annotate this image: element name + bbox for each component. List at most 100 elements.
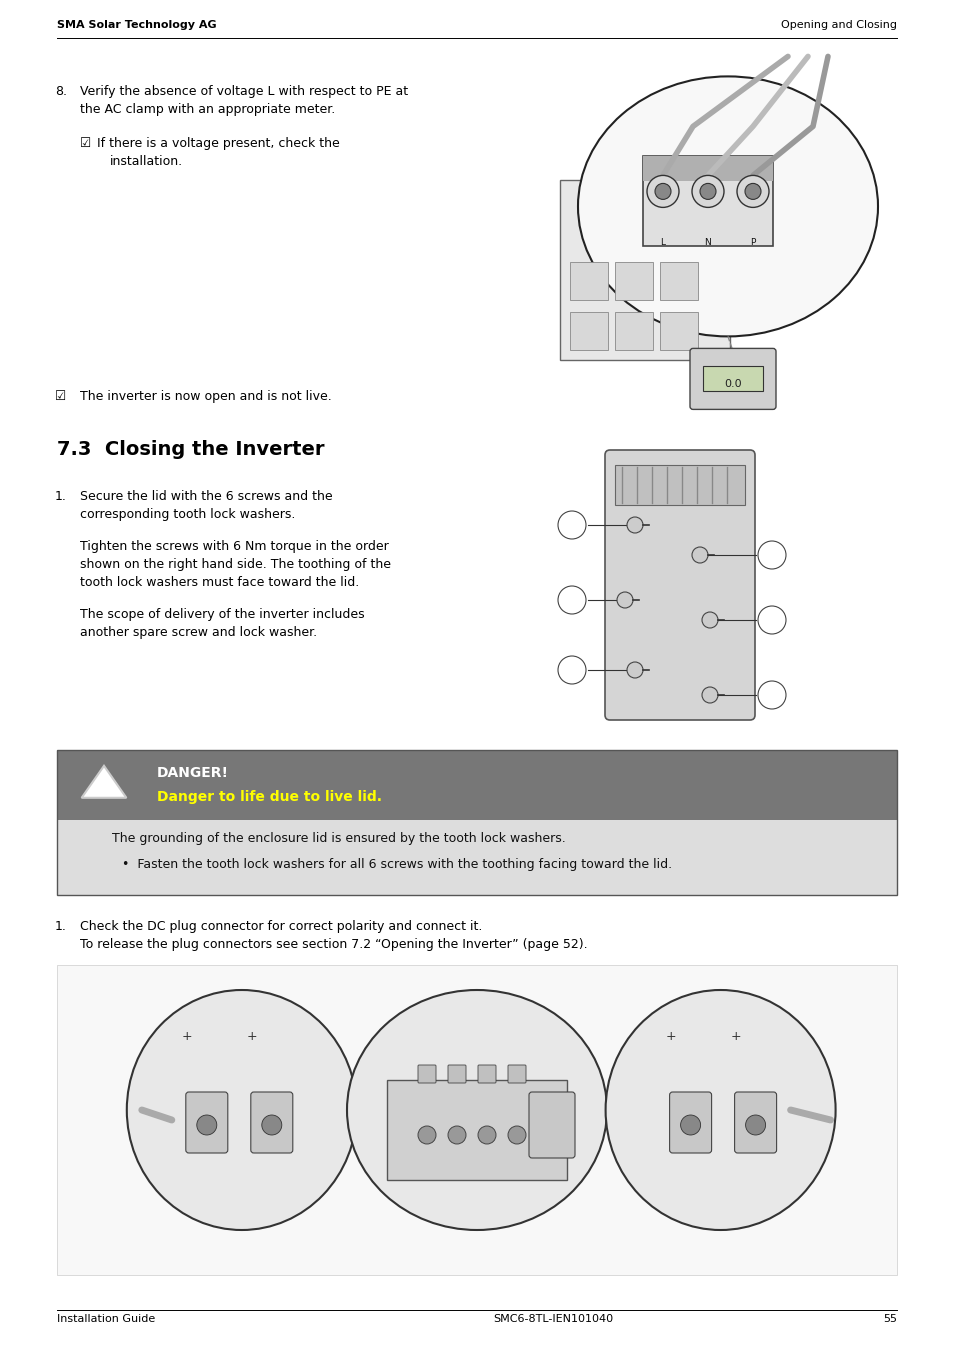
FancyBboxPatch shape [734, 1092, 776, 1153]
Circle shape [701, 612, 718, 627]
Text: To release the plug connectors see section 7.2 “Opening the Inverter” (page 52).: To release the plug connectors see secti… [80, 938, 587, 950]
Circle shape [558, 511, 585, 539]
FancyBboxPatch shape [569, 312, 607, 350]
Text: 7.3  Closing the Inverter: 7.3 Closing the Inverter [57, 439, 324, 458]
Text: Tighten the screws with 6 Nm torque in the order: Tighten the screws with 6 Nm torque in t… [80, 539, 388, 553]
Circle shape [477, 1126, 496, 1144]
Text: 3: 3 [567, 664, 576, 676]
Text: !: ! [99, 780, 109, 799]
Text: The grounding of the enclosure lid is ensured by the tooth lock washers.: The grounding of the enclosure lid is en… [112, 831, 565, 845]
Text: 6: 6 [767, 688, 775, 702]
Text: Danger to life due to live lid.: Danger to life due to live lid. [157, 790, 381, 804]
Text: another spare screw and lock washer.: another spare screw and lock washer. [80, 626, 316, 639]
Text: 1.: 1. [55, 919, 67, 933]
Polygon shape [82, 765, 126, 798]
Circle shape [701, 687, 718, 703]
Circle shape [745, 1115, 765, 1134]
FancyBboxPatch shape [642, 157, 772, 181]
Text: 1: 1 [567, 594, 576, 607]
Circle shape [507, 1126, 525, 1144]
Circle shape [655, 184, 670, 199]
Text: 8.: 8. [55, 85, 67, 97]
Text: +: + [513, 1075, 520, 1086]
Text: 55: 55 [882, 1314, 896, 1324]
Ellipse shape [127, 990, 356, 1230]
Circle shape [646, 176, 679, 207]
FancyBboxPatch shape [507, 1065, 525, 1083]
FancyBboxPatch shape [529, 1092, 575, 1159]
Text: If there is a voltage present, check the: If there is a voltage present, check the [97, 137, 339, 150]
Text: shown on the right hand side. The toothing of the: shown on the right hand side. The toothi… [80, 558, 391, 571]
FancyBboxPatch shape [615, 262, 652, 300]
Text: +: + [246, 1030, 257, 1042]
FancyBboxPatch shape [569, 262, 607, 300]
Text: +: + [181, 1030, 192, 1042]
Circle shape [558, 585, 585, 614]
FancyBboxPatch shape [659, 262, 698, 300]
Text: SMC6-8TL-IEN101040: SMC6-8TL-IEN101040 [493, 1314, 613, 1324]
Text: L: L [659, 238, 665, 247]
Text: ☑: ☑ [55, 389, 66, 403]
Text: N: N [704, 238, 711, 247]
FancyBboxPatch shape [477, 1065, 496, 1083]
Text: P: P [749, 238, 755, 247]
Text: The scope of delivery of the inverter includes: The scope of delivery of the inverter in… [80, 608, 364, 621]
FancyBboxPatch shape [659, 312, 698, 350]
Text: Verify the absence of voltage L with respect to PE at: Verify the absence of voltage L with res… [80, 85, 408, 97]
Text: 1.: 1. [55, 489, 67, 503]
Circle shape [617, 592, 633, 608]
Circle shape [700, 184, 716, 199]
FancyBboxPatch shape [186, 1092, 228, 1153]
FancyBboxPatch shape [669, 1092, 711, 1153]
Circle shape [261, 1115, 281, 1134]
Circle shape [691, 176, 723, 207]
FancyBboxPatch shape [604, 450, 754, 721]
Text: the AC clamp with an appropriate meter.: the AC clamp with an appropriate meter. [80, 103, 335, 116]
Text: +: + [730, 1030, 740, 1042]
FancyBboxPatch shape [642, 157, 772, 246]
Circle shape [448, 1126, 465, 1144]
Text: Secure the lid with the 6 screws and the: Secure the lid with the 6 screws and the [80, 489, 333, 503]
Circle shape [758, 606, 785, 634]
Text: 2: 2 [767, 614, 775, 626]
Circle shape [196, 1115, 216, 1134]
FancyBboxPatch shape [387, 1080, 566, 1180]
Text: +: + [422, 1075, 431, 1086]
Text: +: + [482, 1075, 491, 1086]
FancyBboxPatch shape [615, 465, 744, 506]
Text: tooth lock washers must face toward the lid.: tooth lock washers must face toward the … [80, 576, 359, 589]
FancyBboxPatch shape [57, 821, 896, 895]
Circle shape [758, 541, 785, 569]
FancyBboxPatch shape [559, 180, 729, 360]
Circle shape [626, 662, 642, 677]
Circle shape [737, 176, 768, 207]
FancyBboxPatch shape [702, 366, 762, 391]
Circle shape [558, 656, 585, 684]
Text: The inverter is now open and is not live.: The inverter is now open and is not live… [80, 389, 332, 403]
Text: 0.0: 0.0 [723, 380, 741, 389]
Circle shape [758, 681, 785, 708]
FancyBboxPatch shape [615, 312, 652, 350]
Text: Opening and Closing: Opening and Closing [781, 20, 896, 30]
FancyBboxPatch shape [448, 1065, 465, 1083]
Text: Check the DC plug connector for correct polarity and connect it.: Check the DC plug connector for correct … [80, 919, 482, 933]
Circle shape [744, 184, 760, 199]
Text: +: + [453, 1075, 460, 1086]
Ellipse shape [578, 77, 877, 337]
Circle shape [626, 516, 642, 533]
Text: ☑: ☑ [80, 137, 91, 150]
Circle shape [417, 1126, 436, 1144]
Circle shape [679, 1115, 700, 1134]
FancyBboxPatch shape [57, 750, 896, 821]
Text: •  Fasten the tooth lock washers for all 6 screws with the toothing facing towar: • Fasten the tooth lock washers for all … [122, 859, 672, 871]
FancyBboxPatch shape [417, 1065, 436, 1083]
Text: 4: 4 [767, 549, 775, 561]
FancyBboxPatch shape [57, 965, 896, 1275]
FancyBboxPatch shape [251, 1092, 293, 1153]
Text: +: + [664, 1030, 676, 1042]
Circle shape [691, 548, 707, 562]
Text: Installation Guide: Installation Guide [57, 1314, 155, 1324]
Text: corresponding tooth lock washers.: corresponding tooth lock washers. [80, 508, 295, 521]
Text: SMA Solar Technology AG: SMA Solar Technology AG [57, 20, 216, 30]
Text: DANGER!: DANGER! [157, 767, 229, 780]
